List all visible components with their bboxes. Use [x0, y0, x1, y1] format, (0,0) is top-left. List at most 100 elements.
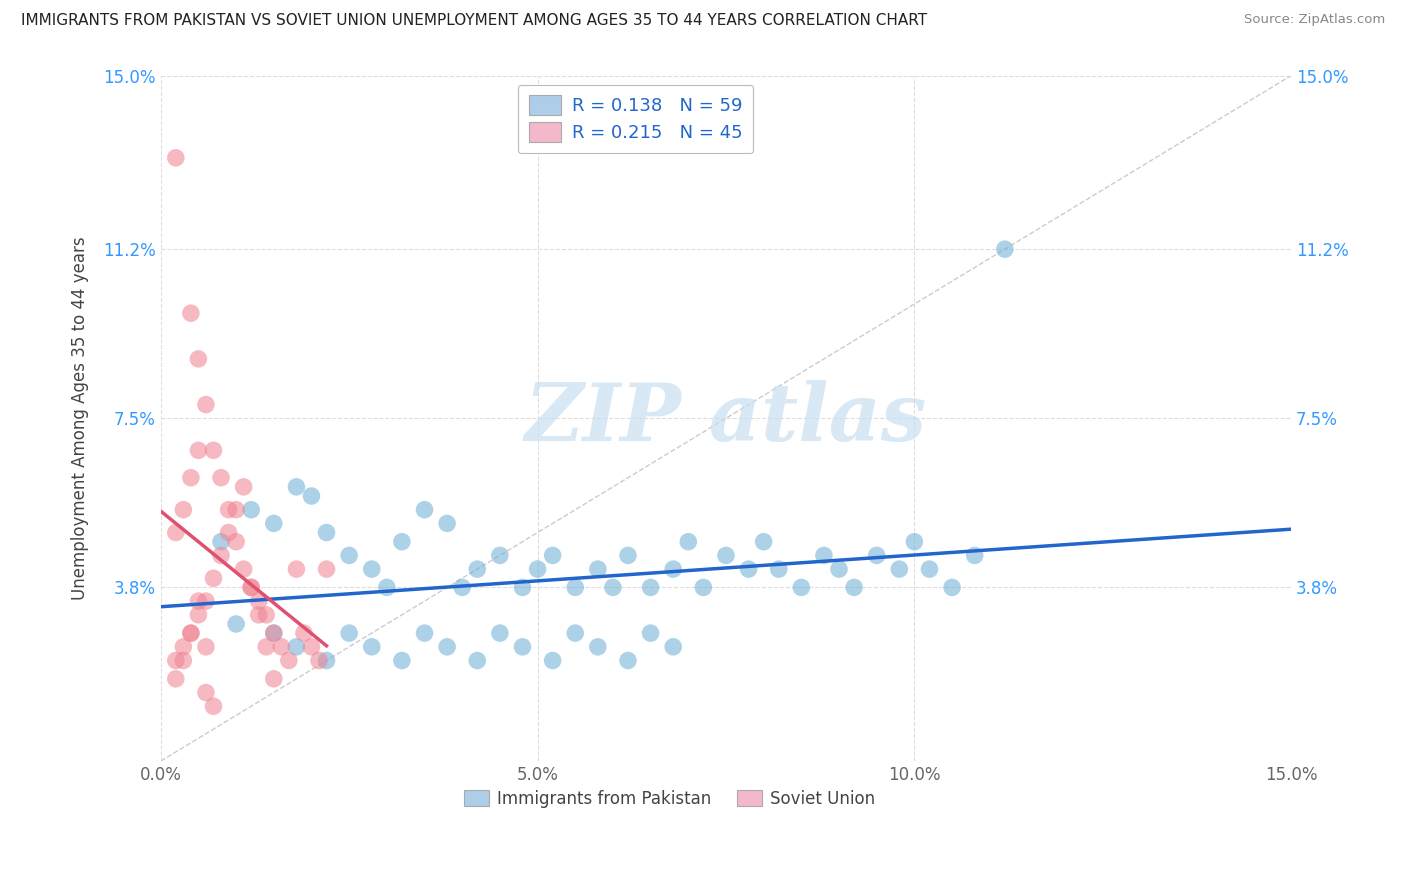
Point [172, 640, 194, 654]
Point [678, 534, 700, 549]
Point [172, 654, 194, 668]
Point [165, 525, 187, 540]
Point [360, 562, 382, 576]
Point [866, 549, 889, 563]
Point [194, 640, 217, 654]
Point [465, 654, 488, 668]
Point [209, 534, 232, 549]
Point [903, 534, 925, 549]
Point [263, 626, 285, 640]
Point [541, 549, 564, 563]
Point [436, 640, 458, 654]
Point [413, 502, 436, 516]
Point [263, 516, 285, 531]
Y-axis label: Unemployment Among Ages 35 to 44 years: Unemployment Among Ages 35 to 44 years [72, 236, 89, 600]
Point [165, 672, 187, 686]
Point [194, 594, 217, 608]
Point [752, 534, 775, 549]
Point [941, 581, 963, 595]
Point [301, 489, 323, 503]
Point [337, 549, 360, 563]
Point [768, 562, 790, 576]
Point [315, 654, 337, 668]
Point [172, 502, 194, 516]
Point [277, 654, 299, 668]
Point [202, 571, 225, 585]
Point [337, 626, 360, 640]
Point [541, 654, 564, 668]
Point [263, 672, 285, 686]
Point [602, 581, 624, 595]
Point [218, 502, 240, 516]
Point [225, 502, 247, 516]
Point [218, 525, 240, 540]
Point [247, 607, 270, 622]
Point [662, 640, 685, 654]
Point [209, 549, 232, 563]
Point [187, 351, 209, 366]
Point [254, 607, 277, 622]
Point [240, 581, 263, 595]
Point [640, 626, 662, 640]
Point [202, 443, 225, 458]
Point [285, 640, 308, 654]
Point [180, 306, 202, 320]
Point [187, 443, 209, 458]
Point [270, 640, 292, 654]
Point [315, 525, 337, 540]
Point [375, 581, 398, 595]
Point [512, 640, 534, 654]
Point [209, 471, 232, 485]
Point [254, 640, 277, 654]
Point [889, 562, 911, 576]
Point [918, 562, 941, 576]
Point [963, 549, 986, 563]
Point [489, 549, 512, 563]
Point [165, 654, 187, 668]
Point [187, 607, 209, 622]
Point [662, 562, 685, 576]
Point [285, 562, 308, 576]
Point [292, 626, 315, 640]
Point [526, 562, 548, 576]
Legend: Immigrants from Pakistan, Soviet Union: Immigrants from Pakistan, Soviet Union [457, 783, 882, 814]
Point [586, 640, 609, 654]
Point [842, 581, 865, 595]
Point [790, 581, 813, 595]
Point [828, 562, 851, 576]
Point [301, 640, 323, 654]
Point [165, 151, 187, 165]
Text: IMMIGRANTS FROM PAKISTAN VS SOVIET UNION UNEMPLOYMENT AMONG AGES 35 TO 44 YEARS : IMMIGRANTS FROM PAKISTAN VS SOVIET UNION… [21, 13, 927, 29]
Point [413, 626, 436, 640]
Point [436, 516, 458, 531]
Point [194, 398, 217, 412]
Point [994, 242, 1017, 256]
Point [225, 617, 247, 632]
Point [714, 549, 737, 563]
Point [512, 581, 534, 595]
Point [391, 654, 413, 668]
Point [308, 654, 330, 668]
Point [737, 562, 759, 576]
Point [180, 626, 202, 640]
Point [640, 581, 662, 595]
Point [187, 594, 209, 608]
Text: Source: ZipAtlas.com: Source: ZipAtlas.com [1244, 13, 1385, 27]
Text: ZIP atlas: ZIP atlas [524, 380, 927, 457]
Point [194, 685, 217, 699]
Point [240, 581, 263, 595]
Point [315, 562, 337, 576]
Point [692, 581, 714, 595]
Point [285, 480, 308, 494]
Point [232, 480, 254, 494]
Point [451, 581, 474, 595]
Point [617, 549, 640, 563]
Point [240, 502, 263, 516]
Point [489, 626, 512, 640]
Point [232, 562, 254, 576]
Point [564, 626, 586, 640]
Point [617, 654, 640, 668]
Point [391, 534, 413, 549]
Point [247, 594, 270, 608]
Point [202, 699, 225, 714]
